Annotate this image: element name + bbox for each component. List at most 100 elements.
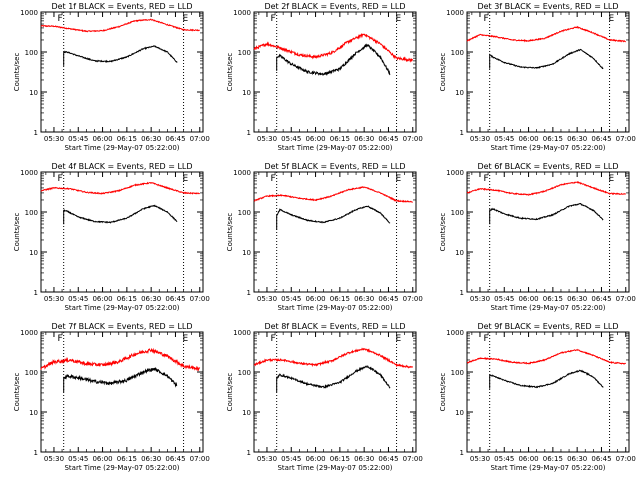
det-9f-panel: Det 9f BLACK = Events, RED = LLD 1 10 100 10… bbox=[439, 322, 636, 472]
det-5f-x-tick-label: 07:00 bbox=[403, 295, 423, 303]
det-6f-y-tick-label: 100 bbox=[451, 209, 464, 217]
det-5f-title: Det 5f BLACK = Events, RED = LLD bbox=[264, 162, 405, 171]
det-2f-plot-frame bbox=[253, 11, 417, 133]
det-7f-series-lld bbox=[40, 347, 201, 372]
det-4f-y-tick-label: 1000 bbox=[20, 169, 38, 177]
det-4f-x-tick-label: 05:30 bbox=[44, 295, 64, 303]
det-6f-x-tick-label: 06:45 bbox=[591, 295, 611, 303]
det-3f-x-tick-label: 07:00 bbox=[616, 135, 636, 143]
det-8f-plot-frame bbox=[253, 331, 417, 453]
det-7f-y-tick-label: 1000 bbox=[20, 329, 38, 337]
det-6f-x-tick-label: 05:30 bbox=[470, 295, 490, 303]
det-6f-title: Det 6f BLACK = Events, RED = LLD bbox=[477, 162, 618, 171]
det-2f-y-tick-label: 1000 bbox=[233, 9, 251, 17]
det-2f-x-tick-label: 06:00 bbox=[305, 135, 325, 143]
det-8f-series-events bbox=[276, 364, 391, 393]
det-2f-marker-label-F: F bbox=[270, 14, 275, 24]
det-3f-x-tick-label: 06:15 bbox=[543, 135, 563, 143]
det-5f-x-tick-label: 05:30 bbox=[257, 295, 277, 303]
det-2f-x-tick-label: 07:00 bbox=[403, 135, 423, 143]
det-8f-x-tick-label: 06:15 bbox=[330, 455, 350, 463]
det-5f-y-tick-label: 1 bbox=[247, 289, 251, 297]
det-6f-y-axis-label: Counts/sec bbox=[439, 213, 447, 252]
det-2f-x-tick-label: 05:30 bbox=[257, 135, 277, 143]
det-8f-title: Det 8f BLACK = Events, RED = LLD bbox=[264, 322, 405, 331]
det-7f-y-axis-label: Counts/sec bbox=[13, 373, 21, 412]
det-8f-x-tick-label: 07:00 bbox=[403, 455, 423, 463]
det-1f-y-tick-label: 1 bbox=[34, 129, 38, 137]
det-2f-x-axis-label: Start Time (29-May-07 05:22:00) bbox=[277, 144, 392, 152]
det-5f-y-tick-label: 100 bbox=[238, 209, 251, 217]
det-3f-plot-frame bbox=[466, 11, 630, 133]
det-1f-y-tick-label: 1000 bbox=[20, 9, 38, 17]
det-1f-x-tick-label: 06:15 bbox=[117, 135, 137, 143]
det-4f-x-tick-label: 06:00 bbox=[92, 295, 112, 303]
det-9f-series-lld bbox=[466, 348, 626, 365]
det-7f-plot-frame bbox=[40, 331, 204, 453]
det-9f-title: Det 9f BLACK = Events, RED = LLD bbox=[477, 322, 618, 331]
det-7f-marker-label-F: F bbox=[57, 334, 62, 344]
det-8f-y-tick-label: 1 bbox=[247, 449, 251, 457]
det-7f-x-tick-label: 06:15 bbox=[117, 455, 137, 463]
det-8f-x-tick-label: 06:30 bbox=[354, 455, 374, 463]
det-8f-x-axis-label: Start Time (29-May-07 05:22:00) bbox=[277, 464, 392, 472]
det-7f-y-tick-label: 1 bbox=[34, 449, 38, 457]
det-4f-y-tick-label: 1 bbox=[34, 289, 38, 297]
det-1f-panel: Det 1f BLACK = Events, RED = LLD 1 10 100 10… bbox=[13, 2, 210, 152]
det-5f-x-axis-label: Start Time (29-May-07 05:22:00) bbox=[277, 304, 392, 312]
det-5f-x-tick-label: 06:45 bbox=[378, 295, 398, 303]
det-9f-series-events bbox=[489, 369, 604, 389]
det-4f-x-axis-label: Start Time (29-May-07 05:22:00) bbox=[64, 304, 179, 312]
det-9f-marker-label-E: E bbox=[609, 334, 615, 344]
det-5f-plot-frame bbox=[253, 171, 417, 293]
det-6f-x-tick-label: 06:15 bbox=[543, 295, 563, 303]
det-9f-plot-frame bbox=[466, 331, 630, 453]
det-8f-y-axis-label: Counts/sec bbox=[226, 373, 234, 412]
det-8f-x-tick-label: 06:00 bbox=[305, 455, 325, 463]
det-2f-x-tick-label: 06:15 bbox=[330, 135, 350, 143]
det-8f-marker-label-E: E bbox=[396, 334, 402, 344]
det-2f-y-tick-label: 1 bbox=[247, 129, 251, 137]
det-1f-y-axis-label: Counts/sec bbox=[13, 53, 21, 92]
det-8f-y-tick-label: 100 bbox=[238, 369, 251, 377]
det-9f-x-tick-label: 06:45 bbox=[591, 455, 611, 463]
det-3f-x-tick-label: 05:30 bbox=[470, 135, 490, 143]
det-6f-series-lld bbox=[466, 180, 626, 196]
det-6f-x-axis-label: Start Time (29-May-07 05:22:00) bbox=[490, 304, 605, 312]
det-5f-marker-label-E: E bbox=[396, 174, 402, 184]
det-7f-x-tick-label: 06:30 bbox=[141, 455, 161, 463]
det-6f-y-tick-label: 1 bbox=[460, 289, 464, 297]
det-4f-series-events bbox=[63, 204, 178, 225]
det-9f-y-tick-label: 1 bbox=[460, 449, 464, 457]
det-7f-y-tick-label: 100 bbox=[25, 369, 38, 377]
det-4f-y-tick-label: 100 bbox=[25, 209, 38, 217]
det-2f-y-tick-label: 100 bbox=[238, 49, 251, 57]
det-8f-series-lld bbox=[253, 347, 414, 369]
det-2f-x-tick-label: 05:45 bbox=[281, 135, 301, 143]
det-3f-y-axis-label: Counts/sec bbox=[439, 53, 447, 92]
det-7f-x-tick-label: 06:45 bbox=[165, 455, 185, 463]
det-5f-marker-label-F: F bbox=[270, 174, 275, 184]
det-3f-x-tick-label: 06:30 bbox=[567, 135, 587, 143]
det-2f-y-tick-label: 10 bbox=[242, 89, 251, 97]
det-9f-x-tick-label: 06:00 bbox=[518, 455, 538, 463]
det-1f-marker-label-E: E bbox=[183, 14, 189, 24]
det-4f-x-tick-label: 07:00 bbox=[190, 295, 210, 303]
det-8f-x-tick-label: 06:45 bbox=[378, 455, 398, 463]
det-1f-x-tick-label: 06:45 bbox=[165, 135, 185, 143]
det-6f-x-tick-label: 06:00 bbox=[518, 295, 538, 303]
det-7f-marker-label-E: E bbox=[183, 334, 189, 344]
det-7f-x-axis-label: Start Time (29-May-07 05:22:00) bbox=[64, 464, 179, 472]
det-3f-series-lld bbox=[466, 25, 626, 43]
det-1f-y-tick-label: 100 bbox=[25, 49, 38, 57]
det-6f-x-tick-label: 06:30 bbox=[567, 295, 587, 303]
det-7f-panel: Det 7f BLACK = Events, RED = LLD 1 10 100 10… bbox=[13, 322, 210, 472]
det-6f-plot-frame bbox=[466, 171, 630, 293]
det-3f-title: Det 3f BLACK = Events, RED = LLD bbox=[477, 2, 618, 11]
det-3f-y-tick-label: 1000 bbox=[446, 9, 464, 17]
det-9f-x-tick-label: 07:00 bbox=[616, 455, 636, 463]
det-1f-x-tick-label: 06:00 bbox=[92, 135, 112, 143]
det-3f-x-axis-label: Start Time (29-May-07 05:22:00) bbox=[490, 144, 605, 152]
det-3f-series-events bbox=[489, 48, 604, 70]
det-2f-x-tick-label: 06:30 bbox=[354, 135, 374, 143]
